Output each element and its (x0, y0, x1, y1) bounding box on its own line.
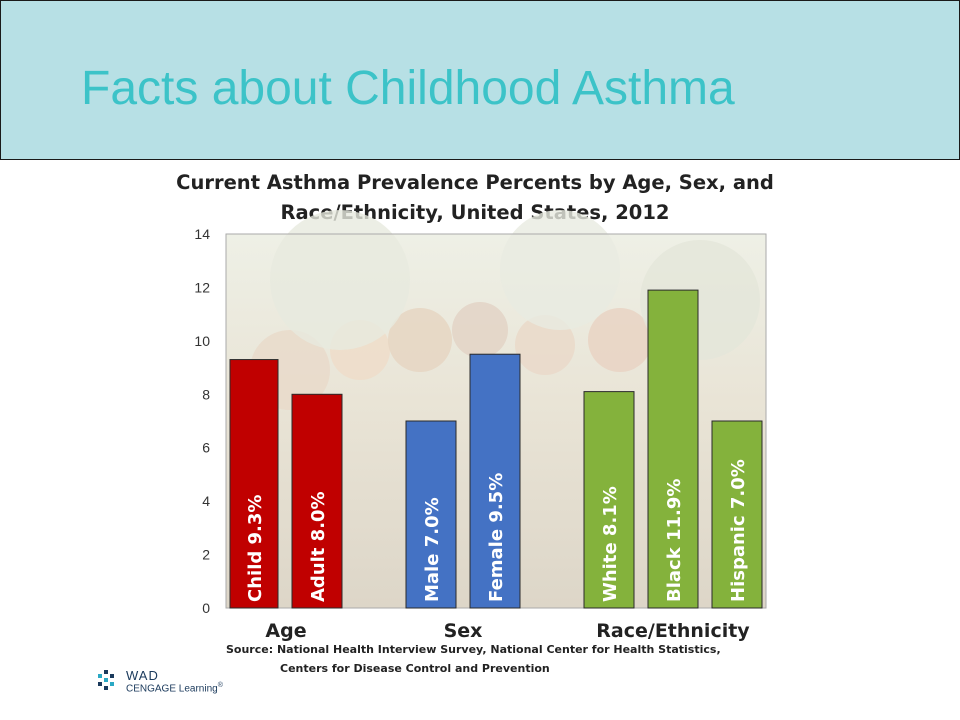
background-photo-shape (588, 308, 652, 372)
bar-label-black: Black 11.9% (664, 479, 685, 602)
background-photo-shape (270, 210, 410, 350)
group-label-age: Age (265, 620, 306, 642)
y-tick-label: 2 (202, 547, 210, 563)
logo-mark-icon (98, 670, 114, 690)
y-tick-label: 8 (202, 386, 210, 402)
group-label-sex: Sex (444, 620, 483, 642)
bar-label-female: Female 9.5% (486, 473, 507, 602)
y-tick-label: 6 (202, 440, 210, 456)
bar-label-adult: Adult 8.0% (308, 491, 329, 602)
bar-female (469, 353, 521, 609)
publisher-logo: WAD CENGAGE Learning® (96, 668, 223, 699)
logo-brand: CENGAGE Learning (126, 683, 218, 695)
chart-title-line-1: Current Asthma Prevalence Percents by Ag… (176, 171, 774, 194)
logo-top-text: WAD (126, 668, 159, 683)
bar-hispanic (711, 420, 763, 609)
background-photo-shape (452, 302, 508, 358)
slide-title: Facts about Childhood Asthma (81, 62, 735, 115)
bar-child (229, 359, 279, 609)
y-tick-label: 12 (194, 279, 210, 295)
y-tick-label: 0 (202, 600, 210, 616)
y-tick-label: 4 (202, 493, 210, 509)
title-bar: Facts about Childhood Asthma (0, 0, 960, 160)
y-tick-label: 10 (194, 333, 210, 349)
bar-label-hispanic: Hispanic 7.0% (728, 459, 749, 602)
group-label-race-ethnicity: Race/Ethnicity (596, 620, 750, 642)
bar-label-white: White 8.1% (600, 486, 621, 602)
bar-label-male: Male 7.0% (422, 497, 443, 602)
source-line-1: Source: National Health Interview Survey… (226, 643, 721, 656)
chart-source: Source: National Health Interview Survey… (226, 640, 756, 678)
y-tick-label: 14 (194, 226, 210, 242)
bar-black (647, 289, 699, 609)
logo-bottom-text: CENGAGE Learning® (126, 682, 223, 694)
bar-adult (291, 393, 343, 609)
bar-label-child: Child 9.3% (245, 495, 266, 602)
background-photo-shape (500, 210, 620, 330)
logo-registered-mark: ® (217, 682, 223, 689)
chart-title: Current Asthma Prevalence Percents by Ag… (150, 168, 800, 228)
bar-male (405, 420, 457, 609)
source-line-2: Centers for Disease Control and Preventi… (280, 662, 550, 675)
bar-white (583, 391, 635, 609)
background-photo-shape (388, 308, 452, 372)
